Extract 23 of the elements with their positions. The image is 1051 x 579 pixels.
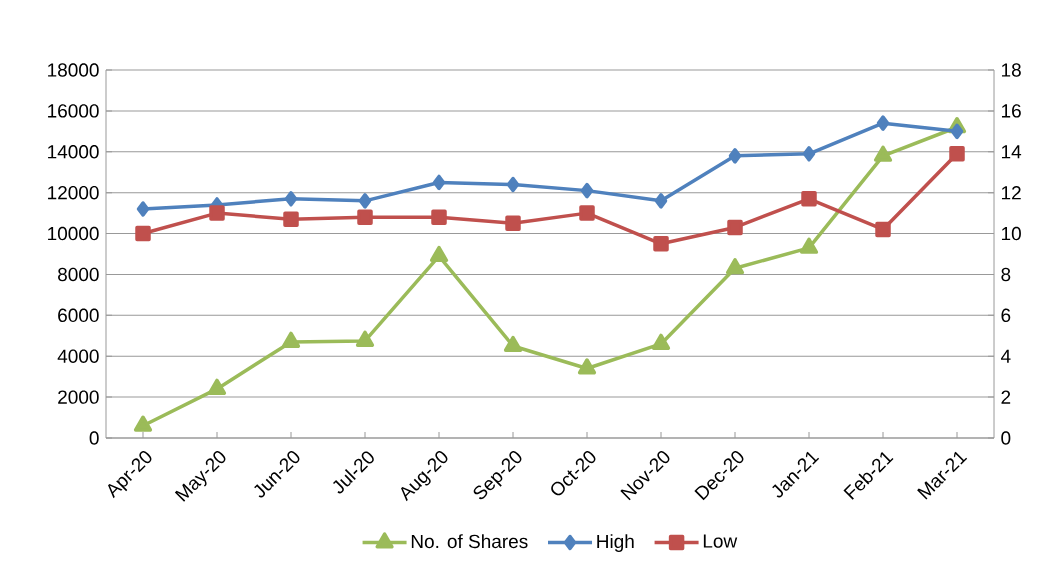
y-tick-label: 14000 — [48, 145, 99, 159]
y2-tick-label: 16 — [1001, 104, 1021, 118]
y2-tick-label: 8 — [1001, 267, 1011, 282]
y2-tick-label: 18 — [1001, 63, 1021, 77]
y-tick-label: 6000 — [58, 308, 99, 323]
y-tick-label: 16000 — [48, 104, 99, 118]
y2-tick-label: 6 — [1001, 308, 1011, 323]
y-tick-label: 18000 — [48, 63, 99, 77]
legend-label: High — [597, 534, 634, 552]
y2-tick-label: 4 — [1000, 349, 1011, 363]
y-tick-label: 0 — [89, 431, 99, 445]
legend-label: No. of Shares — [411, 534, 528, 549]
y2-tick-label: 10 — [1001, 226, 1021, 241]
y-tick-label: 8000 — [58, 267, 99, 282]
y-tick-label: 4000 — [57, 349, 99, 363]
y2-tick-label: 2 — [1001, 390, 1011, 404]
legend-label: Low — [703, 534, 738, 548]
y-tick-label: 12000 — [48, 185, 99, 200]
y2-tick-label: 12 — [1001, 186, 1021, 200]
y2-tick-label: 0 — [1001, 431, 1011, 445]
y2-tick-label: 14 — [1001, 145, 1022, 159]
y-tick-label: 2000 — [58, 390, 99, 404]
y-tick-label: 10000 — [48, 226, 99, 241]
